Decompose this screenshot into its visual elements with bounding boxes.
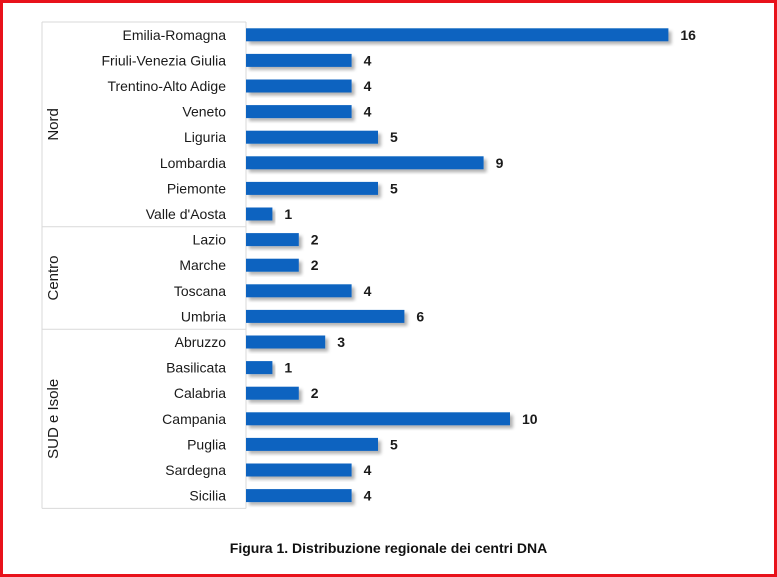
bar <box>246 28 669 42</box>
value-label: 3 <box>337 334 345 350</box>
category-label: Liguria <box>184 129 226 145</box>
value-label: 5 <box>390 436 398 452</box>
figure-caption: Figura 1. Distribuzione regionale dei ce… <box>229 540 548 556</box>
group-labels: Nord Centro SUD e Isole <box>45 108 62 459</box>
value-label: 2 <box>311 385 319 401</box>
bar <box>246 156 484 170</box>
category-label: Emilia-Romagna <box>123 27 227 43</box>
bar <box>246 207 273 221</box>
value-label: 6 <box>416 308 424 324</box>
bar <box>246 361 273 375</box>
value-label: 4 <box>364 78 372 94</box>
category-label: Toscana <box>174 283 226 299</box>
bars <box>246 28 669 503</box>
category-label: Lombardia <box>160 155 226 171</box>
bar <box>246 79 352 93</box>
category-label: Sardegna <box>165 462 226 478</box>
value-label: 16 <box>680 27 696 43</box>
value-label: 4 <box>364 104 372 120</box>
category-label: Piemonte <box>167 180 226 196</box>
value-label: 1 <box>284 206 292 222</box>
value-label: 4 <box>364 488 372 504</box>
bar <box>246 309 405 323</box>
value-label: 10 <box>522 411 538 427</box>
value-label: 5 <box>390 180 398 196</box>
value-label: 5 <box>390 129 398 145</box>
bar <box>246 105 352 119</box>
value-label: 4 <box>364 283 372 299</box>
value-labels: 16 4 4 4 5 9 5 1 2 2 4 6 3 1 2 10 5 4 4 <box>284 27 696 504</box>
category-label: Campania <box>162 411 226 427</box>
category-label: Lazio <box>193 232 227 248</box>
bar <box>246 53 352 67</box>
bar <box>246 181 378 195</box>
category-label: Abruzzo <box>175 334 227 350</box>
bar <box>246 233 299 247</box>
bar <box>246 489 352 503</box>
bar <box>246 258 299 272</box>
bar <box>246 130 378 144</box>
category-label: Marche <box>179 257 226 273</box>
value-label: 4 <box>364 52 372 68</box>
value-label: 4 <box>364 462 372 478</box>
category-label: Friuli-Venezia Giulia <box>102 52 227 68</box>
category-label: Veneto <box>182 104 226 120</box>
bar <box>246 335 326 349</box>
value-label: 1 <box>284 360 292 376</box>
value-label: 9 <box>496 155 504 171</box>
group-label-centro: Centro <box>45 255 62 300</box>
group-label-sud-e-isole: SUD e Isole <box>45 379 62 459</box>
bar <box>246 284 352 298</box>
category-label: Basilicata <box>166 360 226 376</box>
value-label: 2 <box>311 257 319 273</box>
category-label: Sicilia <box>189 488 226 504</box>
bar <box>246 412 510 426</box>
category-labels: Emilia-Romagna Friuli-Venezia Giulia Trent… <box>102 27 227 504</box>
category-label: Trentino-Alto Adige <box>107 78 226 94</box>
category-label: Valle d'Aosta <box>146 206 226 222</box>
group-label-nord: Nord <box>45 108 62 141</box>
value-label: 2 <box>311 232 319 248</box>
bar <box>246 463 352 477</box>
bar <box>246 386 299 400</box>
category-label: Puglia <box>187 436 226 452</box>
category-label: Umbria <box>181 308 226 324</box>
category-label: Calabria <box>174 385 226 401</box>
bar <box>246 437 378 451</box>
